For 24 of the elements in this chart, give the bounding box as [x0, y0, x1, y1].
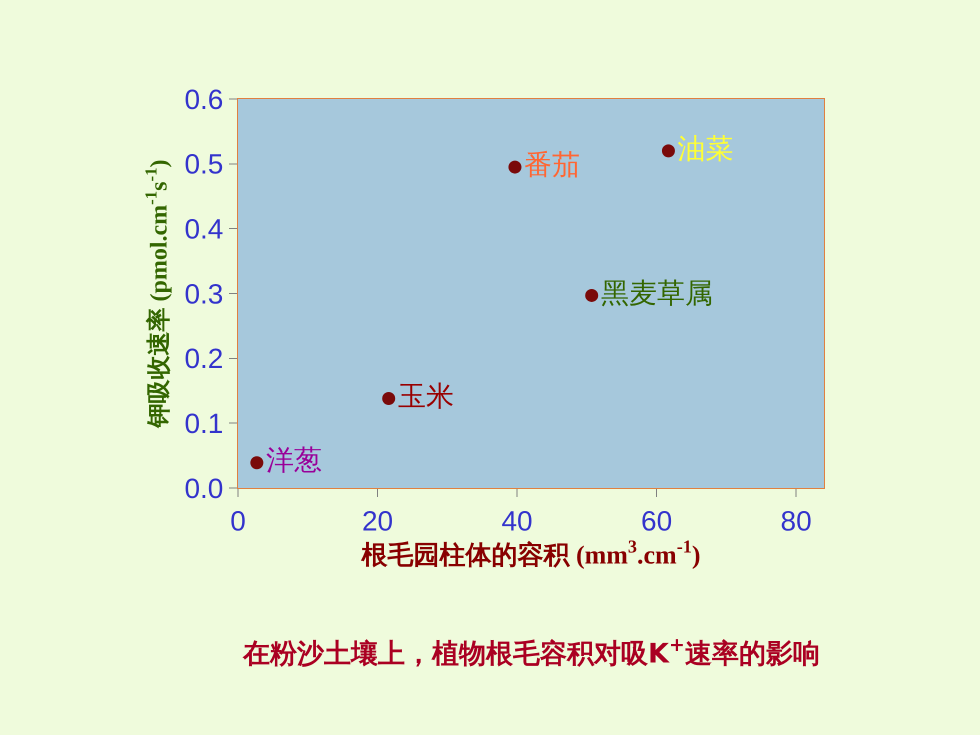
y-tick-label: 0.2 [184, 343, 224, 374]
x-tick-label: 80 [780, 506, 812, 537]
y-tick-label: 0.1 [184, 408, 224, 439]
x-tick-label: 60 [640, 506, 672, 537]
series-label: 油菜 [678, 132, 734, 165]
y-tick-label: 0.5 [184, 148, 224, 180]
point [382, 392, 396, 406]
y-tick-label: 0.3 [184, 278, 224, 310]
point [508, 160, 522, 174]
series-label: 洋葱 [266, 444, 322, 477]
series-label: 黑麦草属 [600, 276, 713, 310]
y-tick-label: 0.0 [184, 472, 224, 504]
series-label: 玉米 [398, 380, 454, 413]
x-axis-title: 根毛园柱体的容积 (mm$^{3}$.cm$^{-1}$) [360, 536, 701, 570]
y-tick-label: 0.4 [184, 213, 224, 244]
x-tick-label: 40 [501, 506, 533, 537]
x-tick-label: 20 [362, 506, 394, 537]
series-label: 番茄 [524, 148, 580, 182]
point [585, 288, 598, 302]
y-tick-label: 0.6 [184, 84, 224, 115]
text: 在粉沙土壤上，植物根毛容积对吸K$^{+}$速率的影响 [242, 634, 820, 670]
point [250, 456, 264, 470]
x-tick-label: 0 [230, 506, 246, 537]
point [662, 144, 675, 158]
